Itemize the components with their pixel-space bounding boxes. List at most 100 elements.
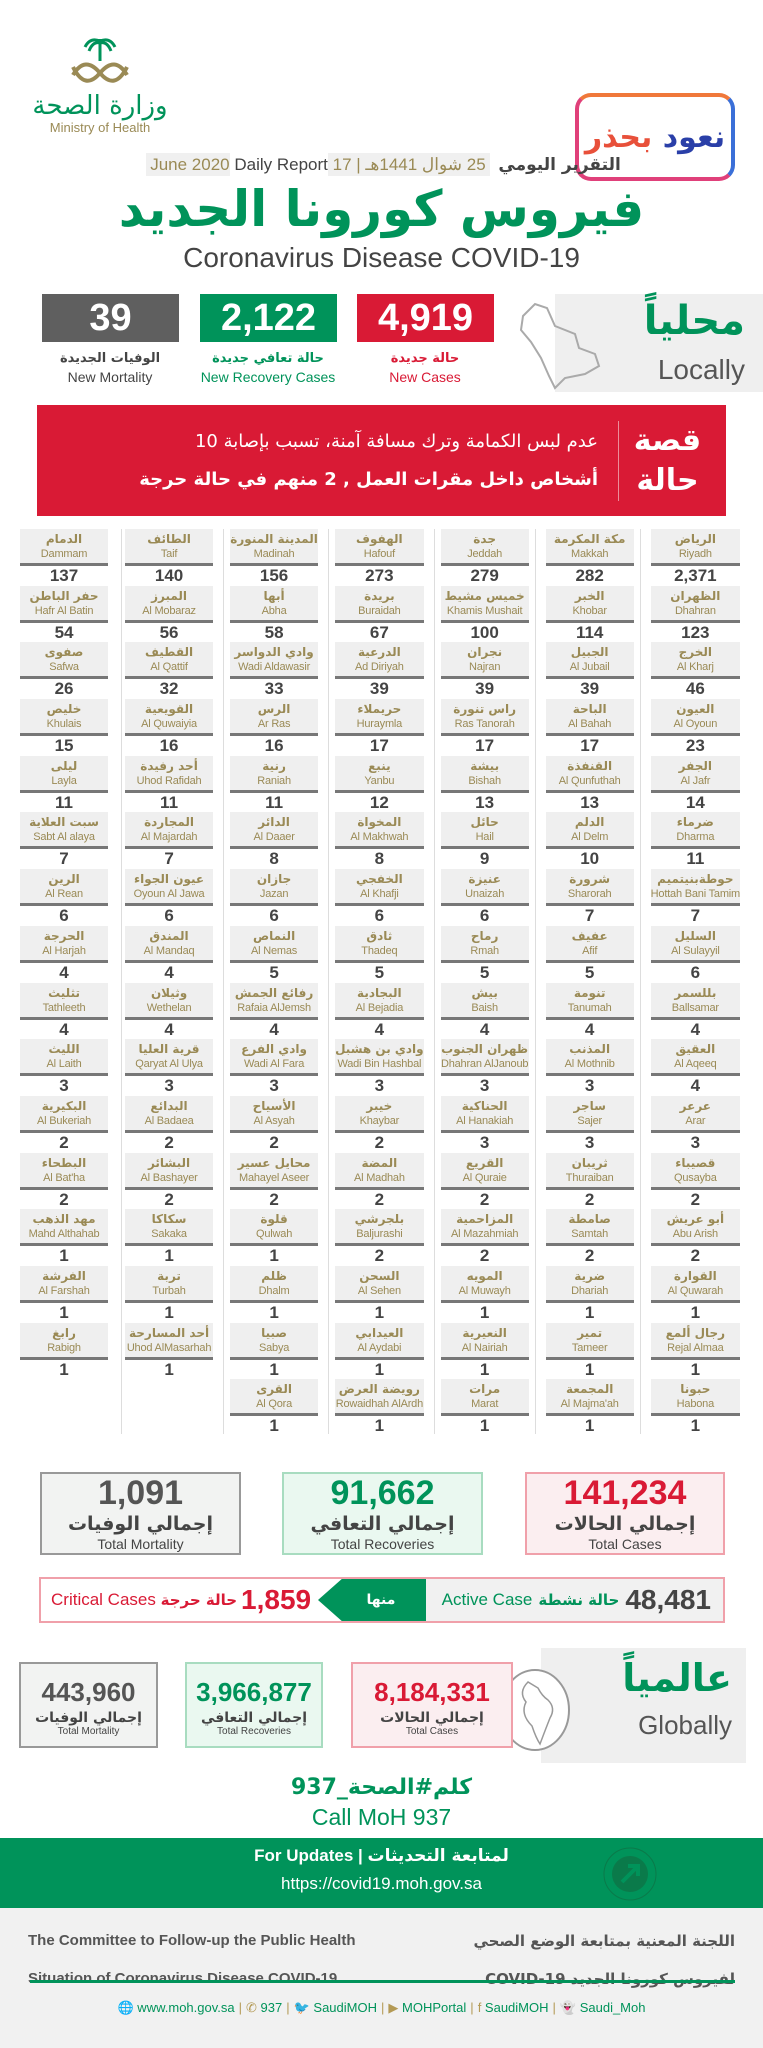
city-name-ar: بلجرشي [354,1212,405,1227]
city-case-count: 5 [479,962,490,982]
city-name-en: Afif [582,944,598,957]
city-cell: صامطة Samtah 2 [545,1209,634,1266]
city-name-en: Yanbu [364,774,395,787]
city-case-count: 3 [59,1076,69,1096]
city-name-ar: محايل عسير [237,1155,311,1170]
city-case-count: 114 [575,622,604,642]
city-name-box: محايل عسير Mahayel Aseer [230,1152,319,1190]
city-cell: القويعية Al Quwaiyia 16 [125,699,214,756]
city-name-ar: الظهران [670,588,721,603]
new-recoveries-value: 2,122 [200,294,337,342]
city-cell: تربة Turbah 1 [125,1265,214,1323]
city-name-box: الطائف Taif [125,529,214,566]
updates-link[interactable]: https://covid19.moh.gov.sa [281,1874,482,1893]
city-name-box: سكاكا Sakaka [125,1209,214,1247]
city-cell: رجال ألمع Rejal Almaa 1 [650,1322,740,1380]
city-name-ar: السليل [674,928,716,943]
daily-report-line: التقرير اليومي 25 شوال 1441هـ | 17 June … [0,153,763,176]
city-name-ar: عنيزة [468,872,501,887]
city-name-en: Wadi Al Fara [243,1058,305,1071]
city-name-ar: المضة [361,1155,398,1170]
city-name-ar: مهد الذهب [32,1212,96,1227]
city-name-en: Al Majma'ah [560,1398,619,1411]
social-link-snapchat[interactable]: 👻 Saudi_Moh [560,2000,646,2015]
city-cell: تنومة Tanumah 4 [545,982,634,1040]
city-name-ar: البشائر [147,1155,191,1170]
updates-en: For Updates [254,1846,354,1865]
city-cell: صبيا Sabya 1 [230,1322,319,1380]
label-en: New Cases [389,369,461,385]
social-link-phone[interactable]: ✆ 937 [246,2000,282,2015]
city-name-ar: أحد المسارحة [129,1325,210,1340]
city-name-en: Najran [469,661,501,674]
total-mortality-ar: إجمالي الوفيات [67,1513,214,1535]
date-hijri: 25 شوال 1441هـ [365,155,486,174]
city-case-count: 5 [269,962,279,982]
city-case-count: 8 [374,849,385,869]
city-name-ar: ثريبان [571,1155,608,1170]
city-name-ar: وادي بن هشبل [335,1042,424,1057]
city-cell: الحرجة Al Harjah 4 [20,925,109,983]
total-recoveries-ar: إجمالي التعافي [310,1513,455,1535]
city-name-box: المجمعة Al Majma'ah [545,1379,634,1417]
case-story-line-2: أشخاص داخل مقرات العمل , 2 منهم في حالة … [139,468,598,490]
city-name-ar: سبت العلاية [29,815,99,830]
social-link-facebook[interactable]: f SaudiMOH [478,2000,549,2015]
total-cases-value: 141,234 [563,1474,687,1512]
city-case-count: 3 [479,1132,490,1152]
city-cell: عنيزة Unaizah 6 [440,869,529,926]
city-cell: القطيف Al Qattif 32 [125,642,214,699]
city-name-ar: حبونا [680,1382,711,1397]
city-name-en: Khaybar [359,1114,400,1127]
global-recoveries-box: 3,966,877 إجمالي التعافي Total Recoverie… [185,1662,323,1748]
global-cases-value: 8,184,331 [374,1677,490,1707]
city-cell: الدمام Dammam 137 [20,529,109,586]
city-case-count: 1 [59,1302,69,1322]
critical-ar: حالة حرجة [160,1591,238,1609]
city-case-count: 1 [479,1359,490,1379]
city-name-ar: العيدابي [355,1325,404,1340]
city-name-ar: جدة [473,532,496,546]
city-name-box: الحرجة Al Harjah [20,925,109,963]
city-cell: الظهران Dhahran 123 [650,585,740,643]
city-cell: خميس مشيط Khamis Mushait 100 [440,585,529,643]
new-cases-label: حالة جديدة New Cases [340,350,510,386]
total-recoveries-box: 91,662 إجمالي التعافي Total Recoveries [282,1472,483,1555]
city-name-en: Uhod Rafidah [136,774,202,787]
social-link-youtube[interactable]: ▶ MOHPortal [388,2000,466,2015]
city-cell: المندق Al Mandaq 4 [125,925,214,983]
social-link-twitter[interactable]: 🐦 SaudiMOH [294,2000,377,2015]
city-case-count: 4 [59,962,69,982]
city-case-count: 1 [59,1246,69,1266]
city-name-en: Huraymla [356,718,403,731]
city-cell: ظلم Dhalm 1 [230,1265,319,1323]
case-story-heading: قصة حالة [618,420,708,501]
city-cell: عرعر Arar 3 [650,1095,740,1153]
city-name-en: Sharorah [567,888,612,901]
city-name-box: الخرج Al Kharj [650,642,740,680]
city-name-box: القرى Al Qora [230,1379,319,1417]
separator: | [381,2000,385,2015]
city-name-ar: خيبر [366,1098,393,1113]
city-name-en: Mahayel Aseer [238,1171,310,1184]
city-name-en: Thuraiban [565,1171,614,1184]
city-case-count: 3 [584,1076,595,1096]
city-name-en: Ras Tanorah [454,718,515,731]
committee-en: The Committee to Follow-up the Public He… [28,1922,356,1998]
city-case-count: 140 [154,566,184,585]
city-name-en: Al Majardah [140,831,198,844]
city-case-count: 3 [269,1076,279,1096]
city-name-box: الدمام Dammam [20,529,109,566]
city-name-box: الدلم Al Delm [545,812,634,850]
city-name-en: Al Mothnib [564,1058,615,1071]
city-name-en: Al Daaer [253,831,295,844]
city-cell: مهد الذهب Mahd Althahab 1 [20,1209,109,1266]
city-name-en: Sakaka [151,1228,187,1241]
social-link-globe[interactable]: 🌐 www.moh.gov.sa [118,2000,235,2015]
city-name-box: صفوى Safwa [20,642,109,680]
city-case-count: 17 [369,736,389,756]
city-name-box: ساجر Sajer [545,1095,634,1133]
city-name-box: رجال ألمع Rejal Almaa [650,1322,740,1360]
global-mortality-value: 443,960 [41,1677,136,1707]
city-case-count: 2,371 [674,566,717,585]
